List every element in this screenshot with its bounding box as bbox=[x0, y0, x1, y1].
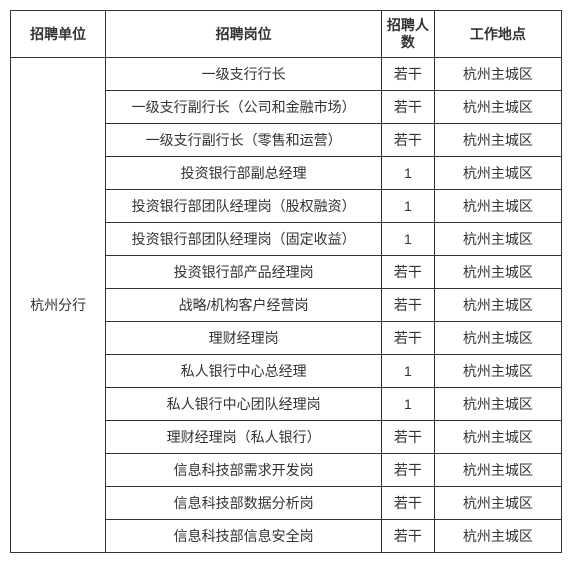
cell-count: 若干 bbox=[381, 123, 434, 156]
header-row: 招聘单位 招聘岗位 招聘人数 工作地点 bbox=[11, 11, 562, 58]
header-count: 招聘人数 bbox=[381, 11, 434, 58]
cell-count: 若干 bbox=[381, 321, 434, 354]
cell-position: 战略/机构客户经营岗 bbox=[106, 288, 382, 321]
cell-position: 一级支行行长 bbox=[106, 57, 382, 90]
cell-location: 杭州主城区 bbox=[434, 255, 561, 288]
cell-position: 投资银行部副总经理 bbox=[106, 156, 382, 189]
cell-count: 若干 bbox=[381, 486, 434, 519]
cell-position: 一级支行副行长（零售和运营） bbox=[106, 123, 382, 156]
cell-location: 杭州主城区 bbox=[434, 453, 561, 486]
cell-location: 杭州主城区 bbox=[434, 222, 561, 255]
cell-position: 信息科技部数据分析岗 bbox=[106, 486, 382, 519]
cell-position: 理财经理岗 bbox=[106, 321, 382, 354]
cell-location: 杭州主城区 bbox=[434, 123, 561, 156]
cell-count: 若干 bbox=[381, 90, 434, 123]
cell-location: 杭州主城区 bbox=[434, 90, 561, 123]
cell-count: 1 bbox=[381, 189, 434, 222]
cell-count: 1 bbox=[381, 354, 434, 387]
cell-position: 私人银行中心团队经理岗 bbox=[106, 387, 382, 420]
cell-count: 1 bbox=[381, 222, 434, 255]
cell-position: 投资银行部团队经理岗（股权融资） bbox=[106, 189, 382, 222]
cell-position: 投资银行部团队经理岗（固定收益） bbox=[106, 222, 382, 255]
cell-count: 若干 bbox=[381, 420, 434, 453]
cell-location: 杭州主城区 bbox=[434, 321, 561, 354]
cell-location: 杭州主城区 bbox=[434, 354, 561, 387]
cell-location: 杭州主城区 bbox=[434, 486, 561, 519]
cell-position: 私人银行中心总经理 bbox=[106, 354, 382, 387]
header-unit: 招聘单位 bbox=[11, 11, 106, 58]
cell-location: 杭州主城区 bbox=[434, 288, 561, 321]
cell-location: 杭州主城区 bbox=[434, 387, 561, 420]
cell-position: 一级支行副行长（公司和金融市场） bbox=[106, 90, 382, 123]
cell-location: 杭州主城区 bbox=[434, 156, 561, 189]
cell-count: 1 bbox=[381, 156, 434, 189]
cell-position: 投资银行部产品经理岗 bbox=[106, 255, 382, 288]
recruitment-table: 招聘单位 招聘岗位 招聘人数 工作地点 杭州分行一级支行行长若干杭州主城区一级支… bbox=[10, 10, 562, 553]
cell-position: 信息科技部信息安全岗 bbox=[106, 519, 382, 552]
cell-position: 信息科技部需求开发岗 bbox=[106, 453, 382, 486]
cell-count: 若干 bbox=[381, 288, 434, 321]
cell-count: 若干 bbox=[381, 255, 434, 288]
header-position: 招聘岗位 bbox=[106, 11, 382, 58]
cell-count: 1 bbox=[381, 387, 434, 420]
table-body: 杭州分行一级支行行长若干杭州主城区一级支行副行长（公司和金融市场）若干杭州主城区… bbox=[11, 57, 562, 552]
cell-location: 杭州主城区 bbox=[434, 519, 561, 552]
cell-count: 若干 bbox=[381, 57, 434, 90]
cell-position: 理财经理岗（私人银行） bbox=[106, 420, 382, 453]
header-location: 工作地点 bbox=[434, 11, 561, 58]
table-row: 杭州分行一级支行行长若干杭州主城区 bbox=[11, 57, 562, 90]
cell-location: 杭州主城区 bbox=[434, 189, 561, 222]
cell-count: 若干 bbox=[381, 453, 434, 486]
cell-count: 若干 bbox=[381, 519, 434, 552]
cell-location: 杭州主城区 bbox=[434, 57, 561, 90]
cell-location: 杭州主城区 bbox=[434, 420, 561, 453]
cell-unit: 杭州分行 bbox=[11, 57, 106, 552]
